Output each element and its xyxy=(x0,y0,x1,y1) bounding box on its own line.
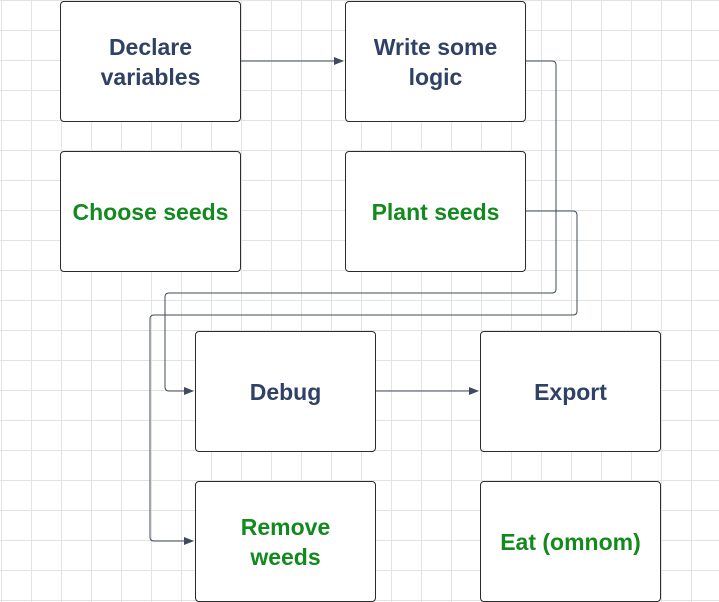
node-remove-weeds[interactable]: Remove weeds xyxy=(195,481,376,602)
node-label: Plant seeds xyxy=(371,198,500,225)
node-export[interactable]: Export xyxy=(480,331,661,452)
node-choose-seeds[interactable]: Choose seeds xyxy=(60,151,241,272)
node-label: Declare variables xyxy=(100,33,201,90)
node-label: Write some logic xyxy=(373,33,498,90)
node-plant-seeds[interactable]: Plant seeds xyxy=(345,151,526,272)
node-eat-omnom[interactable]: Eat (omnom) xyxy=(480,481,661,602)
node-label: Eat (omnom) xyxy=(500,528,641,555)
node-debug[interactable]: Debug xyxy=(195,331,376,452)
node-label: Choose seeds xyxy=(72,198,229,225)
node-declare-variables[interactable]: Declare variables xyxy=(60,1,241,122)
node-write-some-logic[interactable]: Write some logic xyxy=(345,1,526,122)
node-label: Debug xyxy=(249,378,322,405)
node-label: Remove weeds xyxy=(240,513,331,570)
node-label: Export xyxy=(534,378,607,405)
